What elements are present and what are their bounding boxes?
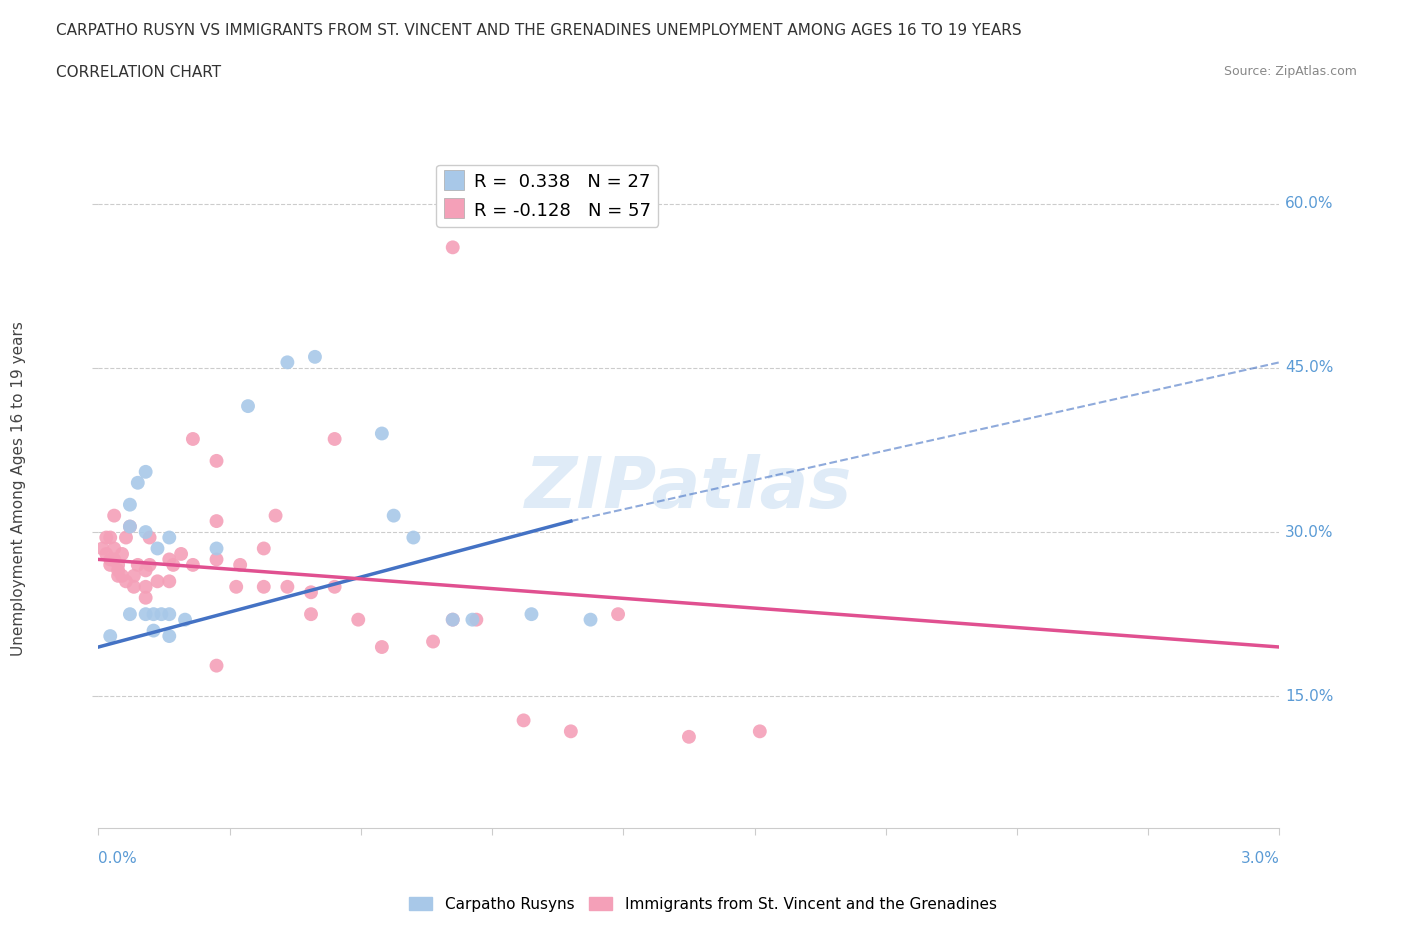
Point	[225, 579, 247, 594]
Point	[162, 557, 184, 572]
Point	[236, 399, 259, 414]
Point	[138, 557, 160, 572]
Point	[122, 568, 145, 583]
Text: 15.0%: 15.0%	[1285, 689, 1333, 704]
Point	[146, 574, 169, 589]
Point	[157, 574, 180, 589]
Point	[181, 432, 204, 446]
Point	[135, 525, 157, 539]
Point	[111, 568, 134, 583]
Point	[107, 557, 129, 572]
Point	[146, 541, 169, 556]
Point	[118, 519, 141, 534]
Point	[138, 530, 160, 545]
Point	[371, 426, 394, 441]
Point	[98, 557, 121, 572]
Point	[118, 498, 141, 512]
Point	[142, 606, 165, 621]
Point	[157, 629, 180, 644]
Point	[382, 508, 405, 523]
Point	[441, 612, 464, 627]
Point	[253, 541, 276, 556]
Point	[170, 547, 193, 562]
Point	[512, 713, 534, 728]
Point	[118, 606, 141, 621]
Point	[91, 541, 114, 556]
Point	[181, 557, 204, 572]
Point	[276, 355, 298, 370]
Point	[299, 585, 322, 600]
Point	[323, 579, 346, 594]
Text: CORRELATION CHART: CORRELATION CHART	[56, 65, 221, 80]
Point	[157, 552, 180, 567]
Point	[135, 464, 157, 479]
Point	[98, 530, 121, 545]
Point	[122, 579, 145, 594]
Point	[107, 568, 129, 583]
Point	[96, 547, 118, 562]
Point	[748, 724, 770, 738]
Point	[276, 579, 298, 594]
Point	[150, 606, 173, 621]
Point	[229, 557, 252, 572]
Point	[607, 606, 630, 621]
Point	[441, 240, 464, 255]
Point	[205, 541, 228, 556]
Point	[174, 612, 197, 627]
Point	[560, 724, 582, 738]
Text: 3.0%: 3.0%	[1240, 851, 1279, 866]
Point	[142, 623, 165, 638]
Text: Source: ZipAtlas.com: Source: ZipAtlas.com	[1223, 65, 1357, 78]
Text: 45.0%: 45.0%	[1285, 360, 1333, 376]
Point	[304, 350, 326, 365]
Text: ZIPatlas: ZIPatlas	[526, 454, 852, 523]
Point	[461, 612, 484, 627]
Point	[465, 612, 488, 627]
Text: 60.0%: 60.0%	[1285, 196, 1333, 211]
Point	[264, 508, 287, 523]
Point	[253, 579, 276, 594]
Point	[103, 552, 125, 567]
Point	[422, 634, 444, 649]
Point	[157, 606, 180, 621]
Point	[205, 454, 228, 469]
Point	[678, 729, 700, 744]
Point	[205, 513, 228, 528]
Text: 0.0%: 0.0%	[98, 851, 138, 866]
Text: CARPATHO RUSYN VS IMMIGRANTS FROM ST. VINCENT AND THE GRENADINES UNEMPLOYMENT AM: CARPATHO RUSYN VS IMMIGRANTS FROM ST. VI…	[56, 23, 1022, 38]
Text: 30.0%: 30.0%	[1285, 525, 1333, 539]
Legend: Carpatho Rusyns, Immigrants from St. Vincent and the Grenadines: Carpatho Rusyns, Immigrants from St. Vin…	[404, 890, 1002, 918]
Point	[441, 612, 464, 627]
Point	[115, 574, 138, 589]
Point	[402, 530, 425, 545]
Point	[107, 563, 129, 578]
Point	[127, 557, 149, 572]
Point	[115, 530, 138, 545]
Point	[323, 432, 346, 446]
Point	[111, 547, 134, 562]
Point	[371, 640, 394, 655]
Point	[96, 530, 118, 545]
Point	[157, 530, 180, 545]
Point	[520, 606, 543, 621]
Point	[98, 552, 121, 567]
Point	[103, 508, 125, 523]
Point	[579, 612, 602, 627]
Point	[103, 541, 125, 556]
Point	[347, 612, 370, 627]
Text: Unemployment Among Ages 16 to 19 years: Unemployment Among Ages 16 to 19 years	[11, 321, 25, 656]
Point	[205, 658, 228, 673]
Point	[118, 519, 141, 534]
Point	[98, 629, 121, 644]
Point	[205, 552, 228, 567]
Point	[135, 579, 157, 594]
Point	[299, 606, 322, 621]
Point	[127, 475, 149, 490]
Point	[135, 563, 157, 578]
Legend: R =  0.338   N = 27, R = -0.128   N = 57: R = 0.338 N = 27, R = -0.128 N = 57	[436, 165, 658, 227]
Point	[135, 606, 157, 621]
Point	[135, 591, 157, 605]
